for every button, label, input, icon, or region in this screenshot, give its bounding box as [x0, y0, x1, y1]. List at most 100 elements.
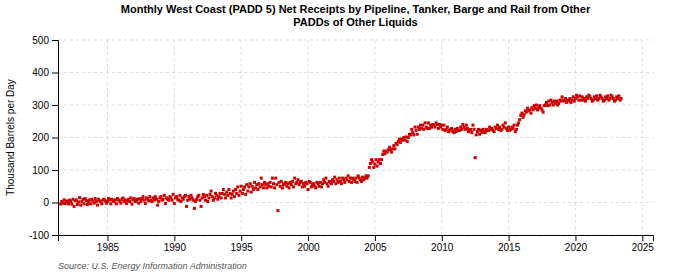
y-axis-title: Thousand Barrels per Day — [5, 79, 16, 196]
title-line: Monthly West Coast (PADD 5) Net Receipts… — [121, 3, 591, 15]
point — [73, 205, 76, 208]
point — [376, 165, 379, 168]
grid-line-x — [441, 40, 442, 235]
point — [473, 128, 476, 131]
point — [236, 185, 239, 188]
y-tick-mark — [52, 73, 58, 74]
y-tick-label: 300 — [32, 100, 49, 111]
point — [241, 192, 244, 195]
point — [237, 194, 240, 197]
point — [471, 124, 474, 127]
point — [89, 202, 92, 205]
grid-line-y — [58, 170, 653, 171]
point — [260, 177, 263, 180]
point — [207, 196, 210, 199]
point — [380, 158, 383, 161]
x-tick: 2020 — [565, 235, 588, 253]
point — [182, 198, 185, 201]
point — [469, 128, 472, 131]
point — [159, 195, 162, 198]
point — [233, 195, 236, 198]
point — [475, 133, 478, 136]
point — [393, 147, 396, 150]
point — [529, 112, 532, 115]
point — [195, 198, 198, 201]
point — [573, 100, 576, 103]
point — [390, 151, 393, 154]
point — [523, 113, 526, 116]
point — [465, 124, 468, 127]
point — [225, 191, 228, 194]
point — [320, 185, 323, 188]
point — [184, 194, 187, 197]
point — [162, 198, 165, 201]
x-tick-mark — [442, 235, 443, 241]
point — [281, 186, 284, 189]
point — [276, 209, 279, 212]
x-tick: 1995 — [231, 235, 254, 253]
point — [272, 182, 275, 185]
point — [356, 181, 359, 184]
point — [291, 180, 294, 183]
grid-line-y — [58, 40, 653, 41]
point — [244, 193, 247, 196]
point — [200, 205, 203, 208]
point — [220, 196, 223, 199]
grid-line-y — [58, 72, 653, 73]
y-tick: 300 — [32, 100, 58, 111]
point — [79, 204, 82, 207]
point — [493, 130, 496, 133]
point — [78, 196, 81, 199]
point — [617, 94, 620, 97]
point — [606, 94, 609, 97]
y-tick-mark — [52, 203, 58, 204]
point — [416, 133, 419, 136]
point — [406, 140, 409, 143]
point — [173, 202, 176, 205]
point — [269, 181, 272, 184]
point — [288, 186, 291, 189]
grid-line-y — [58, 137, 653, 138]
y-tick-mark — [52, 138, 58, 139]
point — [303, 185, 306, 188]
x-tick-label: 1985 — [97, 242, 120, 253]
y-axis-line — [52, 41, 59, 236]
y-tick-label: 500 — [32, 35, 49, 46]
point — [258, 182, 261, 185]
y-tick-label: -100 — [29, 230, 49, 241]
grid-line-x — [308, 40, 309, 235]
point — [343, 181, 346, 184]
point — [324, 177, 327, 180]
point — [270, 185, 273, 188]
point — [434, 126, 437, 129]
x-tick-mark — [308, 235, 309, 241]
title-line: PADDs of Other Liquids — [293, 16, 417, 28]
point — [213, 196, 216, 199]
grid-line-x — [508, 40, 509, 235]
grid-line-x — [241, 40, 242, 235]
point — [412, 133, 415, 136]
point — [76, 203, 79, 206]
point — [293, 177, 296, 180]
point — [256, 188, 259, 191]
x-tick: 2000 — [297, 235, 320, 253]
point — [442, 124, 445, 127]
point — [396, 143, 399, 146]
point — [242, 188, 245, 191]
point — [128, 200, 131, 203]
grid-line-x — [374, 40, 375, 235]
point — [94, 197, 97, 200]
point — [372, 166, 375, 169]
point — [172, 193, 175, 196]
point — [144, 202, 147, 205]
point — [522, 116, 525, 119]
point — [251, 185, 254, 188]
point — [205, 194, 208, 197]
point — [410, 128, 413, 131]
point — [307, 188, 310, 191]
point — [164, 202, 167, 205]
point — [148, 195, 151, 198]
y-tick-mark — [52, 40, 58, 41]
point — [513, 124, 516, 127]
x-tick-mark — [375, 235, 376, 241]
